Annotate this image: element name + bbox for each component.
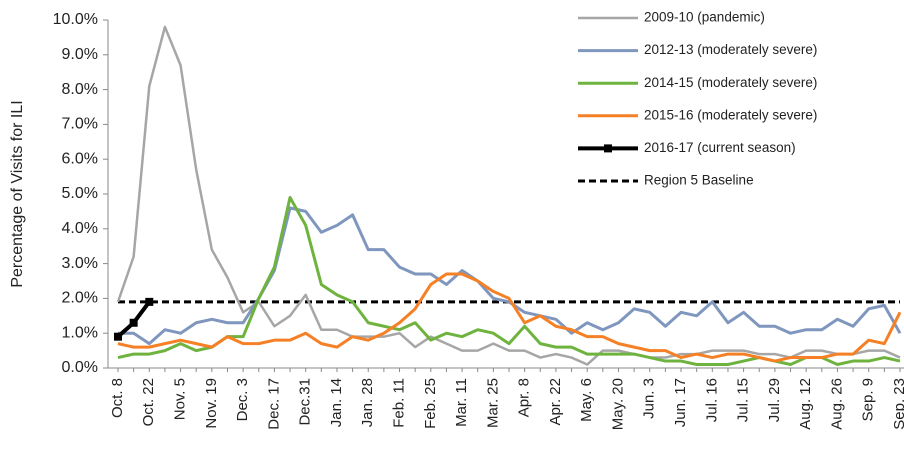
x-tick-label: Mar. 25 <box>484 378 501 428</box>
x-tick-label: Jul. 29 <box>766 378 783 422</box>
x-tick-label: Jan. 14 <box>328 378 345 427</box>
x-tick-label: Nov. 19 <box>203 378 220 429</box>
series-line <box>117 272 902 363</box>
y-tick-label: 2.0% <box>62 290 98 307</box>
x-tick-label: Feb. 11 <box>390 378 407 428</box>
x-tick-label: Sep. 23 <box>891 378 904 430</box>
y-tick-label: 1.0% <box>62 324 98 341</box>
y-tick-label: 9.0% <box>62 46 98 63</box>
point-marker <box>129 318 138 327</box>
y-tick-label: 7.0% <box>62 116 98 133</box>
x-tick-label: Aug. 26 <box>828 378 845 430</box>
x-tick-label: Jan. 28 <box>359 378 376 427</box>
y-tick-label: 8.0% <box>62 81 98 98</box>
legend-label: 2016-17 (current season) <box>644 140 796 155</box>
x-tick-label: Jun. 3 <box>641 378 658 419</box>
y-tick-label: 4.0% <box>62 220 98 237</box>
y-tick-label: 6.0% <box>62 150 98 167</box>
x-tick-label: Apr. 22 <box>547 378 564 426</box>
series-line <box>118 206 902 346</box>
x-tick-label: Oct. 22 <box>140 378 157 426</box>
legend-label: 2014-15 (moderately severe) <box>644 75 817 90</box>
legend-label: 2012-13 (moderately severe) <box>644 42 817 57</box>
point-marker <box>145 297 154 306</box>
x-tick-label: Jul. 16 <box>703 378 720 422</box>
y-tick-label: 3.0% <box>62 255 98 272</box>
x-tick-label: Apr. 8 <box>516 378 533 417</box>
legend-label: 2009-10 (pandemic) <box>644 10 765 25</box>
x-tick-label: Nov. 5 <box>172 378 189 420</box>
y-tick-label: 0.0% <box>62 359 98 376</box>
series-line <box>116 25 901 366</box>
x-tick-label: Aug. 12 <box>797 378 814 430</box>
x-tick-label: Jun. 17 <box>672 378 689 427</box>
x-tick-label: Mar. 11 <box>453 378 470 427</box>
x-tick-label: Jul. 15 <box>735 378 752 422</box>
x-tick-label: Feb. 25 <box>422 378 439 429</box>
point-marker <box>114 332 122 341</box>
x-tick-label: Sep. 9 <box>860 378 877 421</box>
x-tick-label: Dec. 3 <box>234 378 251 421</box>
x-tick-label: May. 20 <box>609 378 626 430</box>
x-tick-label: Oct. 8 <box>109 378 126 418</box>
legend-marker <box>604 144 612 153</box>
x-tick-label: May. 6 <box>578 378 595 422</box>
y-tick-label: 5.0% <box>62 185 98 202</box>
x-tick-label: Dec.31 <box>297 378 314 426</box>
y-tick-label: 10.0% <box>53 11 98 28</box>
x-tick-label: Dec. 17 <box>265 378 282 430</box>
legend-label: Region 5 Baseline <box>644 173 754 188</box>
y-axis-title: Percentage of Visits for ILI <box>9 100 26 287</box>
legend-label: 2015-16 (moderately severe) <box>644 107 817 122</box>
